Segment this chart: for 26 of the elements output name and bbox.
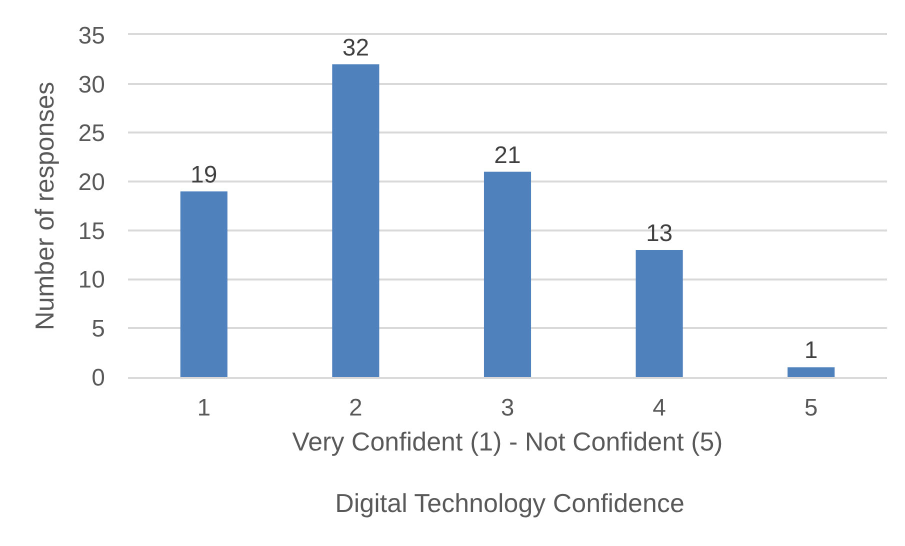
y-axis-title: Number of responses <box>30 82 60 330</box>
x-tick-label: 1 <box>197 394 211 422</box>
bar <box>636 250 683 377</box>
bar <box>484 172 532 377</box>
data-label: 32 <box>342 34 370 62</box>
x-axis-title: Very Confident (1) - Not Confident (5) <box>292 426 723 457</box>
y-tick-label: 25 <box>78 120 105 148</box>
x-tick-label: 5 <box>804 394 818 422</box>
y-tick-label: 20 <box>78 168 105 196</box>
y-tick-label: 5 <box>92 316 105 343</box>
bar <box>180 191 228 377</box>
y-tick-label: 35 <box>78 22 105 50</box>
bar <box>332 64 380 377</box>
data-label: 21 <box>494 142 521 169</box>
data-label: 1 <box>804 337 818 364</box>
x-tick-label: 3 <box>500 394 514 422</box>
bar <box>788 367 835 377</box>
x-tick-label: 4 <box>652 394 666 422</box>
text: Digital Technology Confidence <box>335 488 684 518</box>
x-tick-label: 2 <box>349 394 362 422</box>
data-label: 19 <box>190 161 218 188</box>
data-label: 13 <box>646 220 673 247</box>
y-tick-label: 30 <box>78 71 105 98</box>
y-tick-label: 0 <box>92 364 105 392</box>
y-tick-label: 15 <box>78 218 105 245</box>
y-tick-label: 10 <box>78 266 105 294</box>
